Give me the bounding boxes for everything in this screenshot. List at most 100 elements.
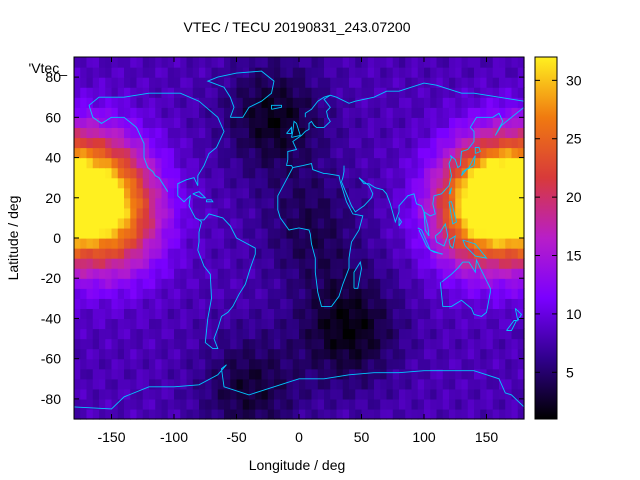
heatmap-cell [86, 207, 94, 219]
heatmap-cell [161, 298, 169, 309]
heatmap-cell [117, 177, 125, 189]
heatmap-cell [211, 77, 219, 88]
heatmap-cell [111, 187, 119, 199]
heatmap-cell [217, 157, 225, 169]
heatmap-cell [436, 338, 444, 350]
heatmap-cell [430, 137, 438, 149]
heatmap-cell [111, 97, 119, 108]
heatmap-cell [430, 157, 438, 169]
colorbar-tick-label: 20 [566, 189, 582, 205]
heatmap-cell [174, 57, 181, 68]
heatmap-cell [211, 217, 219, 229]
heatmap-cell [142, 107, 150, 118]
heatmap-cell [355, 308, 363, 320]
heatmap-cell [336, 227, 344, 239]
heatmap-cell [80, 328, 88, 340]
heatmap-cell [411, 57, 419, 68]
heatmap-cell [261, 238, 269, 249]
heatmap-cell [392, 177, 400, 189]
heatmap-cell [411, 238, 419, 249]
heatmap-cell [136, 147, 144, 159]
heatmap-cell [211, 137, 219, 149]
heatmap-cell [299, 268, 306, 279]
heatmap-cell [224, 378, 231, 390]
heatmap-cell [292, 77, 300, 88]
heatmap-cell [192, 288, 200, 299]
heatmap-cell [330, 87, 338, 98]
heatmap-cell [449, 358, 456, 370]
heatmap-cell [130, 127, 138, 139]
heatmap-cell [392, 238, 400, 249]
heatmap-cell [330, 248, 338, 259]
heatmap-cell [174, 268, 181, 279]
heatmap-cell [499, 97, 506, 108]
heatmap-cell [430, 197, 438, 209]
heatmap-cell [161, 398, 169, 410]
heatmap-cell [355, 167, 363, 179]
heatmap-cell [386, 147, 394, 159]
coastline [398, 216, 403, 227]
heatmap-cell [292, 278, 300, 289]
heatmap-cell [99, 318, 106, 330]
heatmap-cell [399, 197, 406, 209]
heatmap-cell [374, 388, 381, 400]
heatmap-cell [236, 117, 244, 128]
heatmap-cell [455, 167, 463, 179]
heatmap-cell [374, 207, 381, 219]
heatmap-cell [224, 408, 231, 420]
heatmap-cell [449, 378, 456, 390]
heatmap-cell [211, 177, 219, 189]
heatmap-cell [217, 238, 225, 249]
heatmap-cell [330, 318, 338, 330]
heatmap-cell [399, 57, 406, 68]
heatmap-cell [399, 398, 406, 410]
heatmap-cell [92, 308, 100, 320]
heatmap-cell [367, 57, 375, 68]
heatmap-cell [136, 278, 144, 289]
heatmap-cell [342, 288, 350, 299]
heatmap-cell [499, 288, 506, 299]
heatmap-cell [136, 258, 144, 269]
heatmap-cell [392, 207, 400, 219]
heatmap-cell [105, 147, 113, 159]
heatmap-cell [161, 328, 169, 340]
heatmap-cell [192, 107, 200, 118]
heatmap-cell [117, 398, 125, 410]
heatmap-cell [511, 167, 519, 179]
heatmap-cell [180, 238, 188, 249]
heatmap-cell [161, 197, 169, 209]
heatmap-cell [330, 197, 338, 209]
heatmap-cell [430, 288, 438, 299]
heatmap-cell [517, 77, 525, 88]
heatmap-cell [211, 288, 219, 299]
heatmap-cell [336, 57, 344, 68]
heatmap-cell [367, 358, 375, 370]
heatmap-cell [267, 207, 275, 219]
heatmap-cell [124, 238, 131, 249]
heatmap-cell [180, 117, 188, 128]
heatmap-cell [449, 157, 456, 169]
heatmap-cell [361, 97, 369, 108]
heatmap-cell [199, 288, 206, 299]
heatmap-cell [267, 187, 275, 199]
heatmap-cell [355, 197, 363, 209]
heatmap-cell [336, 368, 344, 380]
heatmap-cell [105, 57, 113, 68]
heatmap-cell [367, 298, 375, 309]
heatmap-cell [386, 268, 394, 279]
heatmap-cell [424, 197, 431, 209]
heatmap-cell [342, 127, 350, 139]
heatmap-cell [224, 77, 231, 88]
heatmap-cell [292, 167, 300, 179]
heatmap-cell [455, 197, 463, 209]
heatmap-cell [149, 308, 156, 320]
heatmap-cell [317, 288, 325, 299]
heatmap-cell [267, 318, 275, 330]
heatmap-cell [399, 288, 406, 299]
heatmap-cell [286, 358, 294, 370]
heatmap-cell [155, 117, 163, 128]
heatmap-cell [167, 238, 175, 249]
heatmap-cell [374, 248, 381, 259]
heatmap-cell [336, 137, 344, 149]
heatmap-cell [117, 278, 125, 289]
